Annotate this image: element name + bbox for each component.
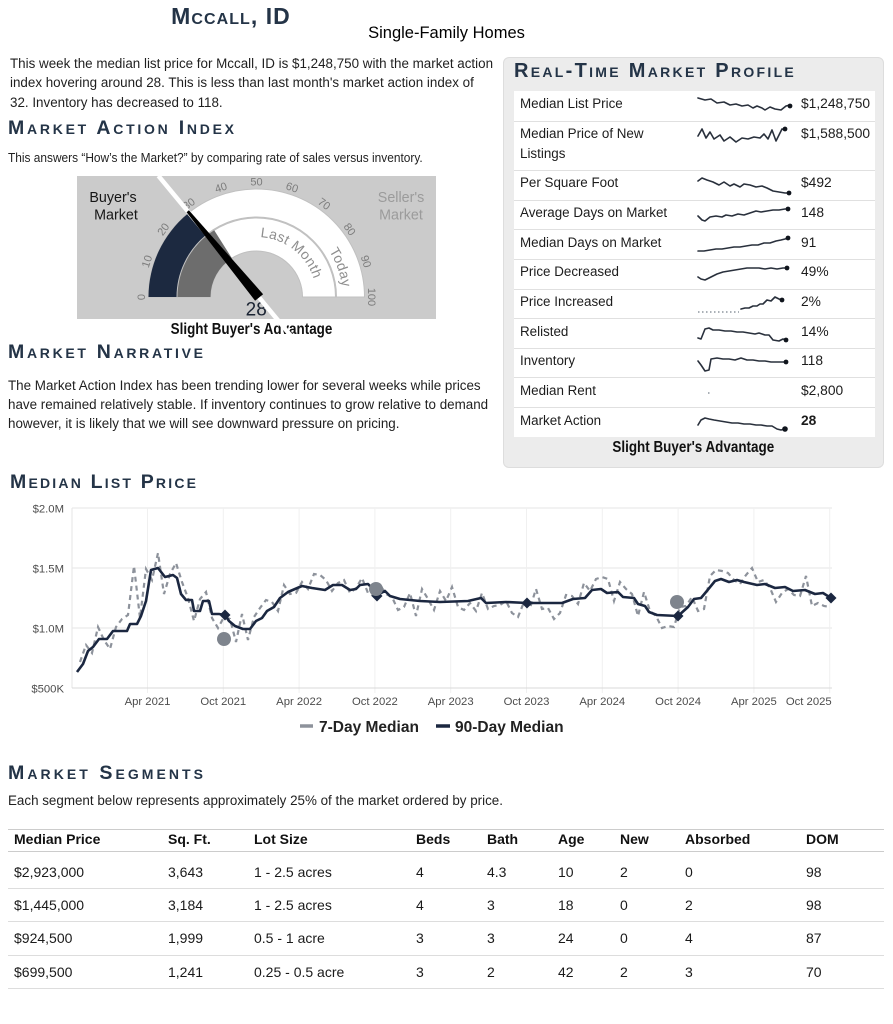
svg-text:$1.0M: $1.0M (33, 624, 64, 636)
svg-text:Seller's: Seller's (378, 190, 424, 206)
svg-text:80: 80 (341, 221, 358, 238)
svg-text:Apr 2023: Apr 2023 (428, 696, 474, 708)
svg-text:Oct 2024: Oct 2024 (655, 696, 701, 708)
svg-text:40: 40 (213, 181, 228, 196)
svg-text:Market: Market (94, 208, 138, 224)
svg-text:Apr 2024: Apr 2024 (579, 696, 625, 708)
svg-text:Apr 2021: Apr 2021 (125, 696, 171, 708)
svg-text:60: 60 (284, 181, 299, 196)
svg-text:20: 20 (155, 221, 172, 238)
svg-text:Apr 2025: Apr 2025 (731, 696, 777, 708)
svg-text:28: 28 (246, 299, 267, 320)
svg-text:$500K: $500K (31, 684, 64, 696)
svg-text:Market: Market (379, 208, 423, 224)
svg-text:0: 0 (136, 294, 148, 300)
svg-text:Oct 2021: Oct 2021 (200, 696, 246, 708)
svg-text:Oct 2023: Oct 2023 (504, 696, 550, 708)
svg-text:Apr 2022: Apr 2022 (276, 696, 322, 708)
svg-text:90: 90 (358, 254, 373, 269)
svg-text:7-Day Median: 7-Day Median (319, 719, 419, 736)
svg-text:Slight Buyer's Advantage: Slight Buyer's Advantage (171, 321, 333, 338)
svg-text:$1.5M: $1.5M (33, 564, 64, 576)
svg-text:70: 70 (315, 196, 332, 213)
svg-text:100: 100 (365, 288, 377, 306)
svg-text:Oct 2025: Oct 2025 (786, 696, 832, 708)
svg-text:Oct 2022: Oct 2022 (352, 696, 398, 708)
svg-text:90-Day Median: 90-Day Median (455, 719, 564, 736)
svg-text:$2.0M: $2.0M (33, 504, 64, 516)
svg-text:Buyer's: Buyer's (89, 190, 136, 206)
svg-text:10: 10 (140, 254, 155, 269)
svg-text:50: 50 (250, 177, 262, 189)
